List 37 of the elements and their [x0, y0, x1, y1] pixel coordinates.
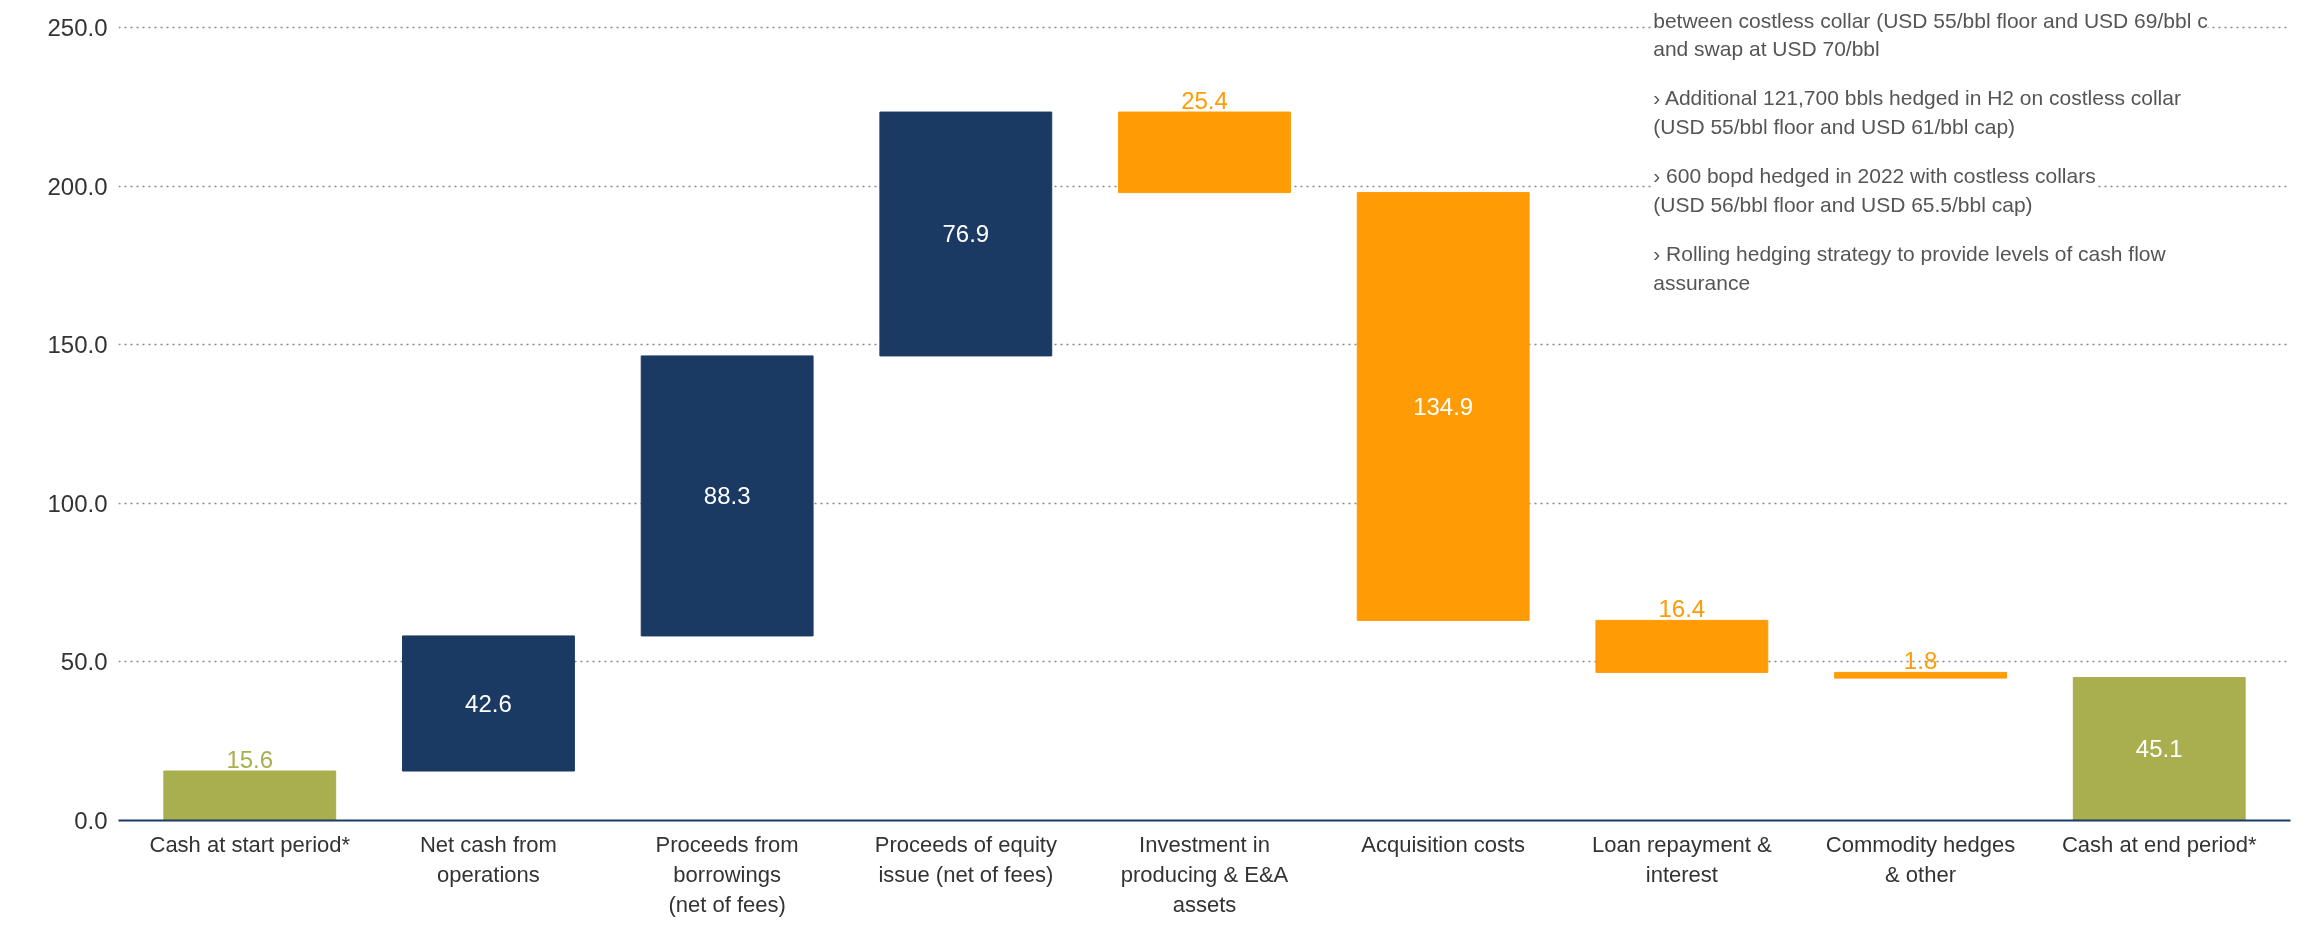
data-label: 25.4: [1181, 87, 1228, 115]
data-label: 16.4: [1658, 595, 1706, 623]
bar: [640, 355, 814, 637]
y-tick-label: 150.0: [47, 331, 108, 359]
x-tick-label: Commodity hedges & other: [1825, 831, 2016, 887]
x-tick-label: Investment in producing & E&A assets: [1120, 831, 1289, 917]
bar: [1595, 619, 1769, 673]
y-tick-label: 200.0: [47, 172, 108, 200]
annotation: › Additional 121,700 bbls hedged in H2 on costless collar (USD 55/bbl floor and USD 61/bbl cap): [1653, 86, 2181, 139]
data-label: 88.3: [703, 482, 751, 510]
x-tick-label: Acquisition costs: [1361, 831, 1526, 857]
data-label: 1.8: [1903, 647, 1938, 675]
bar: [163, 770, 337, 821]
annotation: › Rolling hedging strategy to provide levels of cash flow assurance: [1653, 241, 2167, 294]
bar: [2072, 676, 2246, 821]
data-label: 45.1: [2135, 735, 2183, 763]
x-tick-label: Net cash from operations: [419, 831, 557, 887]
x-tick-label: Cash at end period*: [2061, 831, 2257, 857]
bar: [879, 111, 1053, 357]
y-tick-label: 100.0: [47, 489, 108, 517]
bar: [402, 635, 575, 772]
bar: [1356, 192, 1530, 621]
data-label: 76.9: [942, 220, 990, 248]
bar: [1834, 671, 2007, 679]
bar: [1118, 111, 1291, 194]
x-tick-label: Proceeds of equity issue (net of fees): [874, 831, 1057, 887]
y-tick-label: 0.0: [74, 807, 108, 834]
x-tick-label: Cash at start period*: [149, 831, 351, 857]
annotation: › 600 bopd hedged in 2022 with costless collars (USD 56/bbl floor and USD 65.5/bbl cap): [1653, 164, 2096, 216]
data-label: 15.6: [226, 746, 274, 774]
x-tick-label: Proceeds from borrowings (net of fees): [655, 831, 799, 917]
y-tick-label: 50.0: [60, 648, 108, 676]
data-label: 42.6: [465, 689, 512, 717]
annotation: between costless collar (USD 55/bbl floor and USD 69/bbl c and swap at USD 70/bbl: [1653, 8, 2208, 61]
x-tick-label: Loan repayment & interest: [1591, 831, 1773, 887]
y-tick-label: 250.0: [47, 14, 108, 42]
data-label: 134.9: [1413, 393, 1474, 420]
